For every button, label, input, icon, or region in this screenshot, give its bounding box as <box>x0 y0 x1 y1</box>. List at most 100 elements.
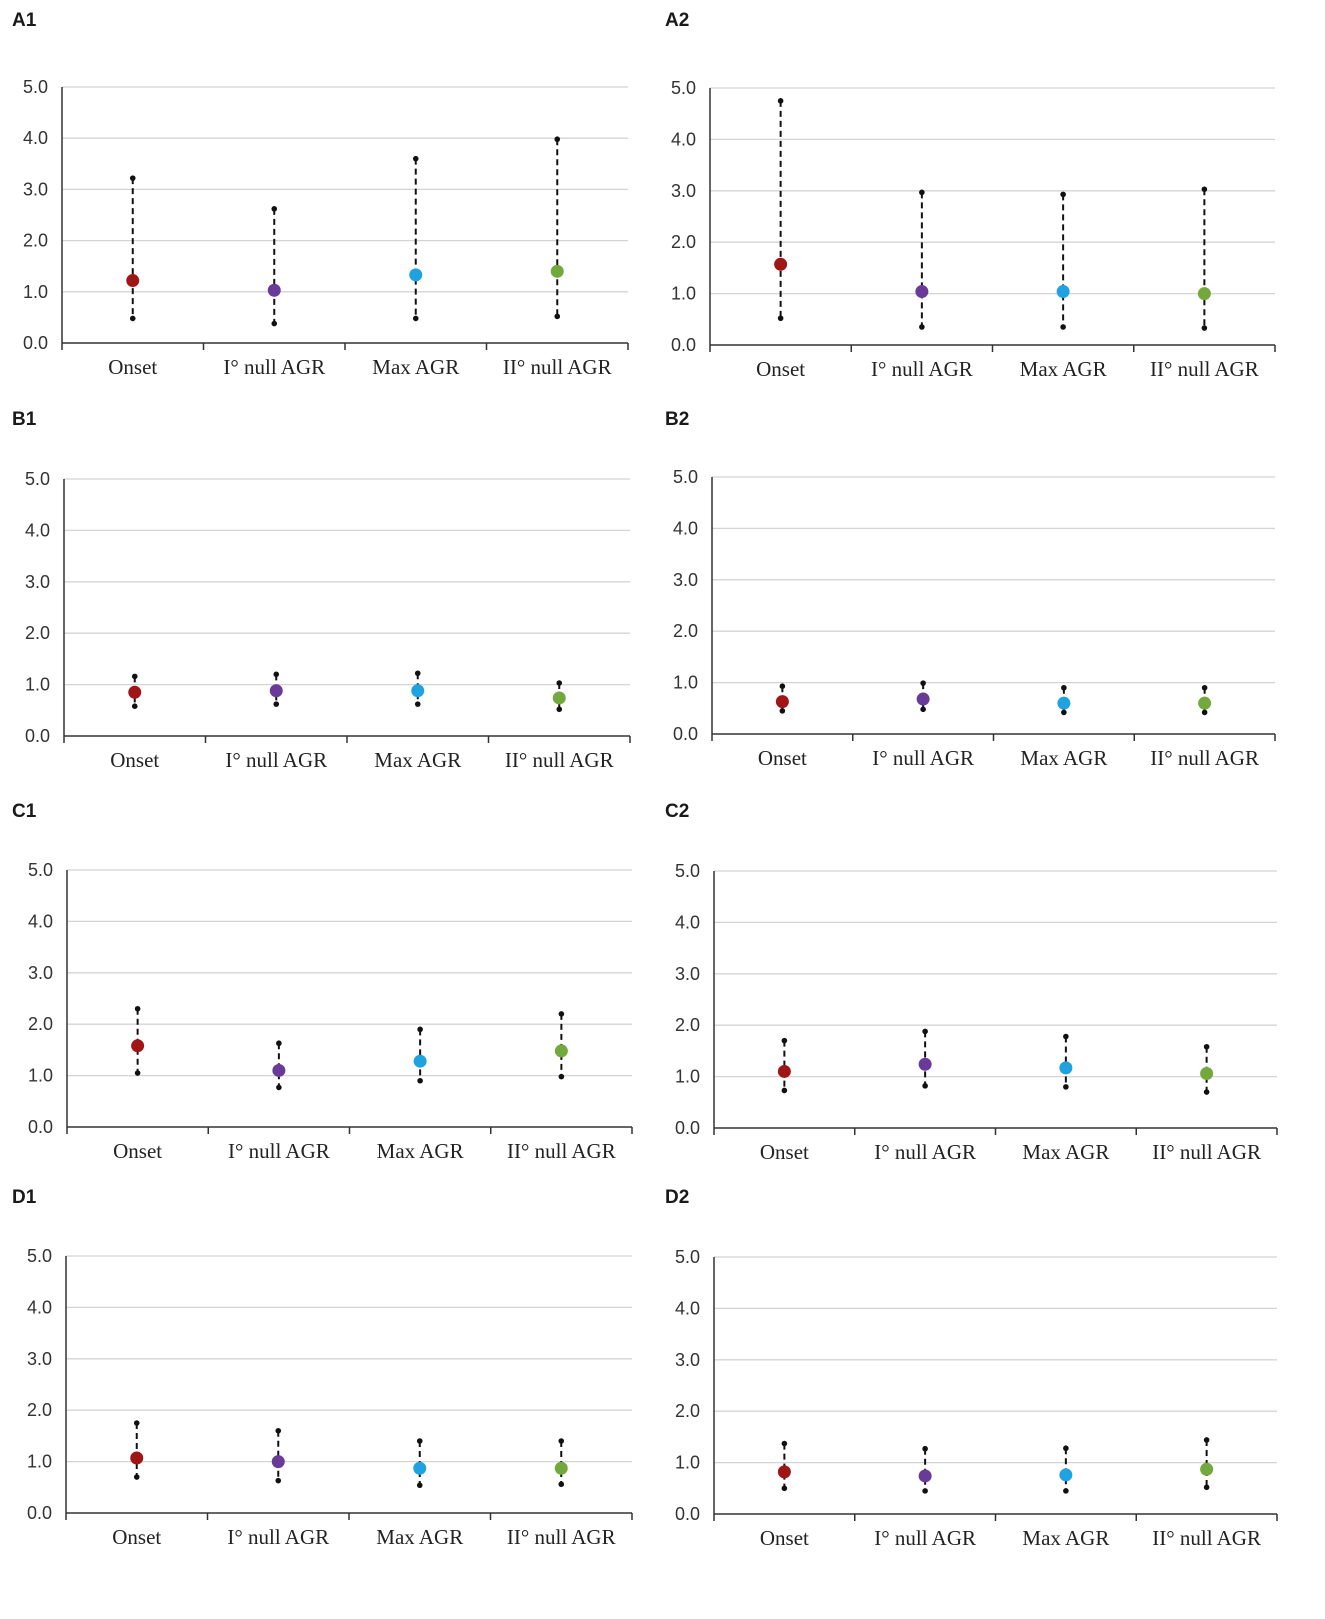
point-estimate-marker <box>267 283 281 297</box>
upper-bound-marker <box>554 136 561 143</box>
lower-bound-marker <box>556 706 563 713</box>
point-estimate-marker <box>413 1461 427 1475</box>
point-estimate-marker <box>774 257 788 271</box>
lower-bound-marker <box>275 1477 282 1484</box>
y-tick-label: 1.0 <box>25 675 50 695</box>
x-category-label: Max AGR <box>372 355 459 379</box>
point-estimate-marker <box>411 684 425 698</box>
y-tick-label: 1.0 <box>27 1452 52 1472</box>
x-category-label: Onset <box>108 355 157 379</box>
upper-bound-marker <box>1061 684 1067 691</box>
upper-bound-marker <box>558 1438 565 1444</box>
panel-label-a1: A1 <box>12 10 37 31</box>
lower-bound-marker <box>1201 325 1208 331</box>
y-tick-label: 2.0 <box>671 232 696 252</box>
x-category-label: Max AGR <box>374 748 461 772</box>
lower-bound-marker <box>922 1488 928 1494</box>
panel-label-d2: D2 <box>665 1187 690 1208</box>
upper-bound-marker <box>129 175 136 181</box>
upper-bound-marker <box>922 1028 928 1035</box>
x-category-label: Onset <box>760 1140 809 1164</box>
x-category-label: II° null AGR <box>1152 1140 1261 1164</box>
x-category-label: I° null AGR <box>874 1140 976 1164</box>
point-estimate-marker <box>409 268 423 282</box>
y-tick-label: 1.0 <box>671 284 696 304</box>
point-estimate-marker <box>271 1455 285 1469</box>
x-category-label: II° null AGR <box>507 1525 616 1549</box>
y-tick-label: 4.0 <box>23 128 48 148</box>
panel-label-c1: C1 <box>12 801 37 822</box>
upper-bound-marker <box>133 1420 140 1426</box>
x-category-label: I° null AGR <box>223 355 325 379</box>
lower-bound-marker <box>416 1482 423 1489</box>
y-tick-label: 2.0 <box>25 623 50 643</box>
point-estimate-marker <box>552 691 566 705</box>
y-tick-label: 1.0 <box>675 1453 700 1473</box>
lower-bound-marker <box>1061 709 1067 716</box>
lower-bound-marker <box>271 320 278 327</box>
y-tick-label: 0.0 <box>673 724 698 744</box>
upper-bound-marker <box>1063 1033 1069 1040</box>
y-tick-label: 2.0 <box>28 1014 53 1034</box>
upper-bound-marker <box>273 671 280 678</box>
lower-bound-marker <box>1060 324 1066 330</box>
y-tick-label: 4.0 <box>28 911 53 931</box>
y-tick-label: 3.0 <box>673 570 698 590</box>
upper-bound-marker <box>1203 1043 1210 1050</box>
lower-bound-marker <box>558 1073 565 1080</box>
point-estimate-marker <box>269 684 283 698</box>
upper-bound-marker <box>1201 186 1208 193</box>
upper-bound-marker <box>275 1427 282 1434</box>
lower-bound-marker <box>920 706 926 713</box>
x-category-label: Onset <box>113 1139 162 1163</box>
lower-bound-marker <box>134 1070 141 1076</box>
x-category-label: II° null AGR <box>1150 746 1259 770</box>
point-estimate-marker <box>554 1044 568 1058</box>
point-estimate-marker <box>550 264 564 278</box>
y-tick-label: 1.0 <box>23 282 48 302</box>
x-category-label: II° null AGR <box>1150 357 1259 381</box>
x-category-label: Onset <box>756 357 805 381</box>
lower-bound-marker <box>781 1485 788 1492</box>
y-tick-label: 5.0 <box>25 469 50 489</box>
lower-bound-marker <box>777 315 784 322</box>
upper-bound-marker <box>412 155 419 162</box>
point-estimate-marker <box>916 692 930 706</box>
upper-bound-marker <box>1201 684 1208 691</box>
upper-bound-marker <box>781 1440 788 1447</box>
y-tick-label: 4.0 <box>27 1297 52 1317</box>
lower-bound-marker <box>417 1077 423 1084</box>
y-tick-label: 2.0 <box>673 621 698 641</box>
point-estimate-marker <box>915 285 929 299</box>
point-estimate-marker <box>1059 1468 1073 1482</box>
y-tick-label: 5.0 <box>27 1246 52 1266</box>
x-category-label: Max AGR <box>377 1139 464 1163</box>
lower-bound-marker <box>919 324 925 330</box>
lower-bound-marker <box>1201 709 1208 716</box>
lower-bound-marker <box>276 1084 282 1091</box>
y-tick-label: 5.0 <box>28 860 53 880</box>
lower-bound-marker <box>131 703 138 709</box>
x-category-label: Max AGR <box>1022 1140 1109 1164</box>
y-tick-label: 1.0 <box>673 673 698 693</box>
panel-label-b2: B2 <box>665 409 690 430</box>
y-tick-label: 5.0 <box>671 78 696 98</box>
lower-bound-marker <box>412 315 419 322</box>
x-category-label: Onset <box>110 748 159 772</box>
y-tick-label: 0.0 <box>671 335 696 355</box>
upper-bound-marker <box>416 1438 423 1444</box>
y-tick-label: 0.0 <box>675 1118 700 1138</box>
lower-bound-marker <box>779 708 786 714</box>
point-estimate-marker <box>126 274 140 288</box>
point-estimate-marker <box>777 1465 791 1479</box>
y-tick-label: 3.0 <box>28 963 53 983</box>
upper-bound-marker <box>922 1445 928 1452</box>
lower-bound-marker <box>133 1474 140 1480</box>
lower-bound-marker <box>414 701 421 707</box>
upper-bound-marker <box>271 206 278 212</box>
upper-bound-marker <box>779 683 786 689</box>
y-tick-label: 5.0 <box>673 467 698 487</box>
